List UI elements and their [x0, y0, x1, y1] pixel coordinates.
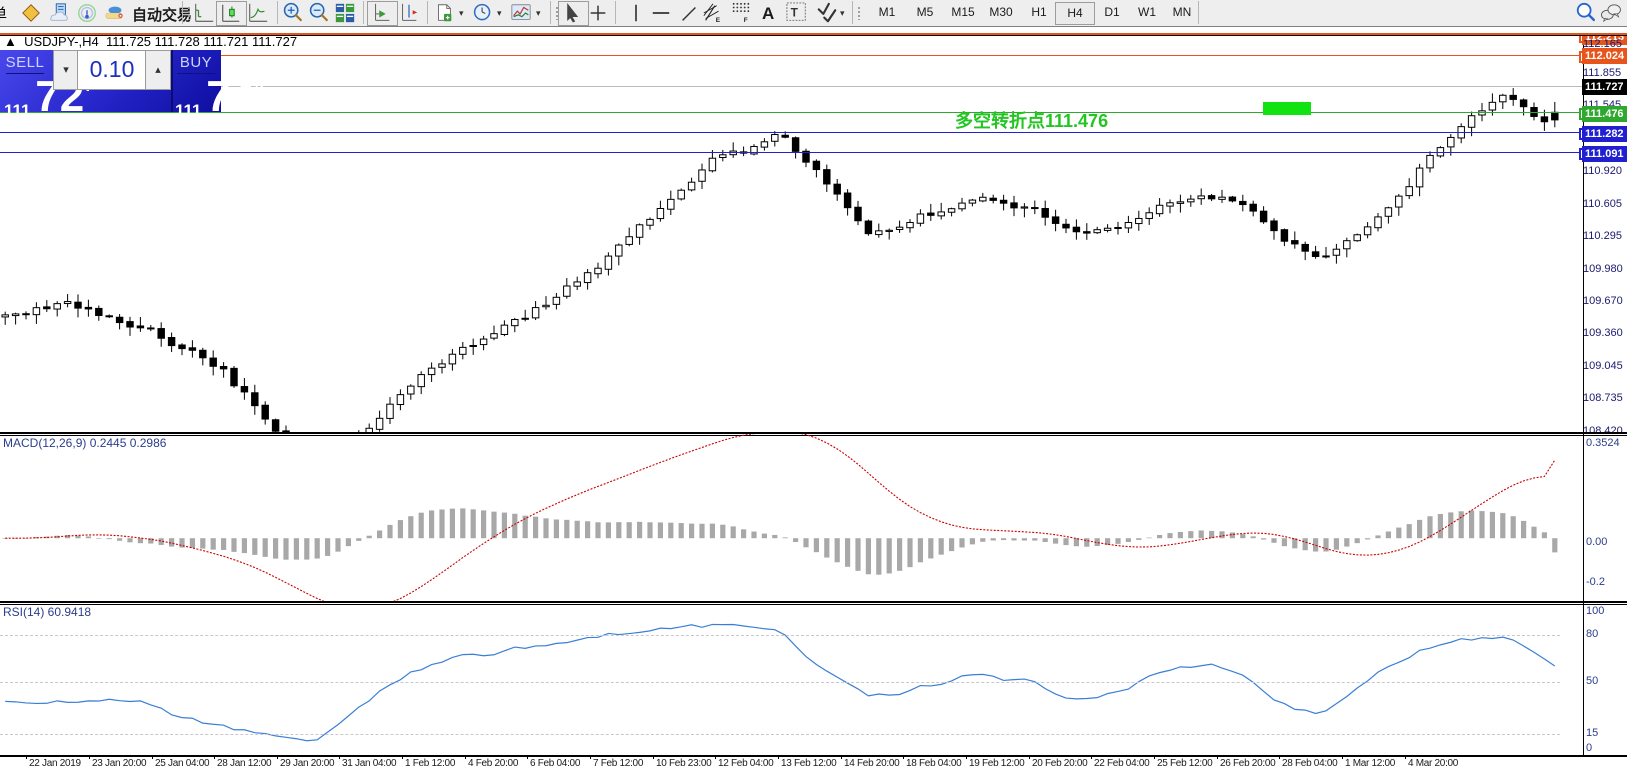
svg-text:E: E	[716, 17, 721, 24]
svg-text:T: T	[791, 6, 799, 20]
svg-text:F: F	[744, 17, 748, 24]
